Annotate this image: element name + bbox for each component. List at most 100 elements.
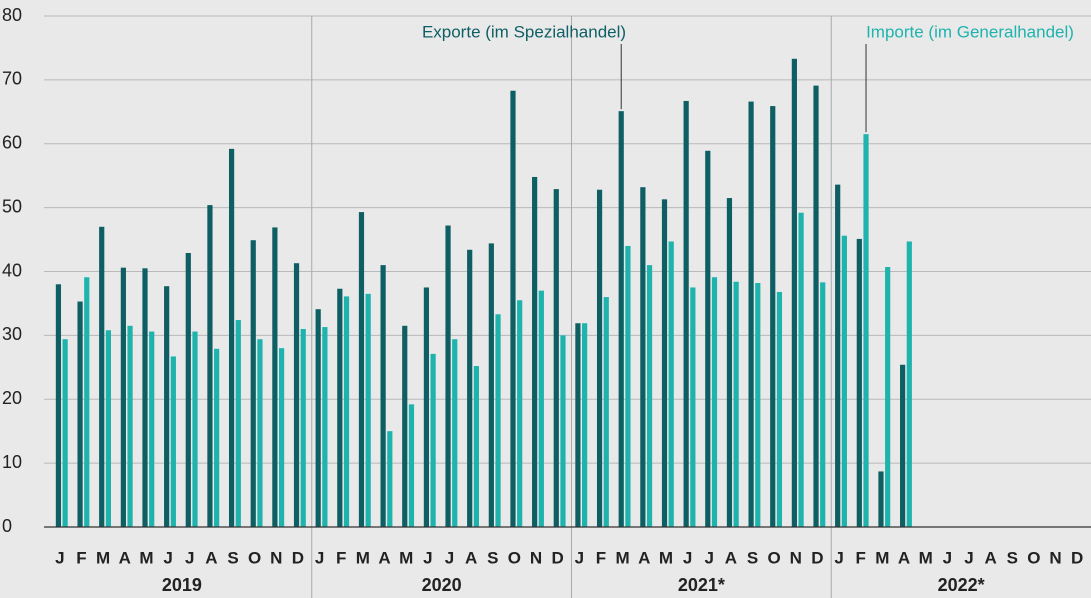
x-tick-label: F <box>596 548 606 567</box>
bar <box>365 293 371 527</box>
x-tick-label: S <box>747 548 758 567</box>
x-tick-label: A <box>984 548 996 567</box>
x-tick-label: S <box>227 548 238 567</box>
y-tick-label: 30 <box>2 324 22 344</box>
x-tick-label: F <box>76 548 86 567</box>
bar <box>510 90 516 527</box>
bar <box>517 300 523 527</box>
x-tick-label: M <box>139 548 153 567</box>
bar <box>84 277 90 527</box>
x-tick-label: M <box>399 548 413 567</box>
bar <box>776 291 783 527</box>
bar <box>278 348 285 527</box>
x-tick-label: J <box>315 548 324 567</box>
x-tick-label: D <box>811 548 823 567</box>
bar <box>603 297 609 527</box>
bar <box>885 267 891 527</box>
x-tick-label: O <box>248 548 261 567</box>
bar <box>820 282 826 527</box>
y-tick-label: 10 <box>2 452 22 472</box>
bar <box>900 364 906 527</box>
year-label: 2022* <box>938 575 985 595</box>
bar <box>640 187 646 527</box>
bar <box>250 240 256 528</box>
year-label: 2020 <box>422 575 462 595</box>
series-annotation: Importe (im Generalhandel) <box>866 22 1074 41</box>
bar <box>315 309 321 527</box>
bar <box>538 290 544 527</box>
x-tick-label: J <box>834 548 843 567</box>
x-tick-label: F <box>856 548 866 567</box>
bar <box>690 287 696 527</box>
x-tick-label: A <box>119 548 131 567</box>
bar <box>300 328 306 527</box>
bar <box>343 296 350 527</box>
bar <box>452 339 458 527</box>
bar <box>791 58 797 527</box>
x-tick-label: J <box>55 548 64 567</box>
y-tick-label: 60 <box>2 133 22 153</box>
x-tick-label: A <box>378 548 390 567</box>
bar <box>467 249 473 527</box>
x-tick-label: M <box>356 548 370 567</box>
bar <box>473 366 479 527</box>
bar <box>813 85 819 527</box>
x-tick-label: A <box>465 548 477 567</box>
x-tick-label: J <box>163 548 172 567</box>
bar <box>402 325 408 527</box>
bar <box>127 325 133 527</box>
bar <box>582 323 588 527</box>
x-tick-label: O <box>768 548 781 567</box>
bar <box>668 241 674 527</box>
x-tick-label: J <box>423 548 432 567</box>
bar <box>380 265 386 527</box>
x-tick-label: J <box>683 548 692 567</box>
bar <box>105 330 112 527</box>
year-label: 2021* <box>678 575 725 595</box>
bar <box>228 148 235 528</box>
y-tick-label: 40 <box>2 260 22 280</box>
y-tick-label: 80 <box>2 5 22 25</box>
bar <box>733 281 739 527</box>
x-tick-label: O <box>1027 548 1040 567</box>
x-tick-label: S <box>1007 548 1018 567</box>
bar <box>445 225 451 527</box>
x-tick-label: N <box>270 548 282 567</box>
bar <box>488 243 494 527</box>
bar <box>625 245 631 527</box>
x-tick-label: N <box>1049 548 1061 567</box>
x-tick-label: M <box>659 548 673 567</box>
bar <box>618 111 624 527</box>
bar <box>142 268 148 527</box>
bar <box>99 226 105 527</box>
x-tick-label: J <box>185 548 194 567</box>
bar <box>856 238 862 527</box>
bar <box>560 335 566 527</box>
bar <box>322 327 328 527</box>
bar <box>149 331 155 527</box>
bar <box>62 339 68 527</box>
y-tick-label: 50 <box>2 196 22 216</box>
bar <box>748 101 754 527</box>
x-tick-label: M <box>919 548 933 567</box>
bar <box>553 189 559 527</box>
bar <box>726 198 733 527</box>
bar <box>337 288 343 527</box>
x-tick-label: J <box>445 548 454 567</box>
x-tick-label: O <box>508 548 521 567</box>
x-tick-label: M <box>875 548 889 567</box>
x-tick-label: M <box>616 548 630 567</box>
x-tick-label: J <box>575 548 584 567</box>
x-tick-label: D <box>552 548 564 567</box>
bar <box>272 227 278 527</box>
bar <box>257 339 263 527</box>
bar <box>755 282 761 527</box>
x-tick-label: D <box>292 548 304 567</box>
bar <box>705 150 711 527</box>
x-tick-label: D <box>1071 548 1083 567</box>
x-tick-label: A <box>205 548 217 567</box>
x-tick-label: M <box>96 548 110 567</box>
bar <box>77 301 83 527</box>
y-tick-label: 20 <box>2 388 22 408</box>
